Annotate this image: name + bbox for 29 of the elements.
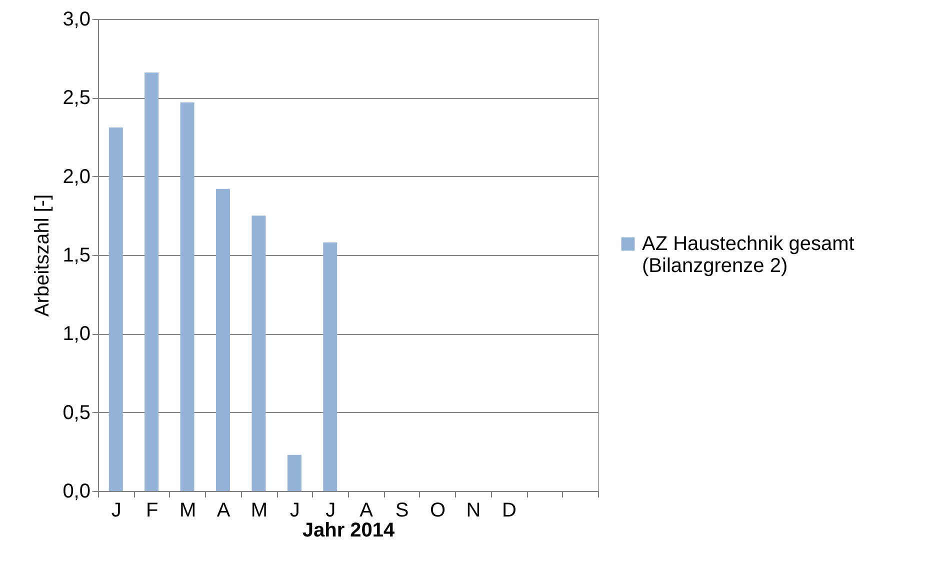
- x-tick-label: A: [360, 500, 374, 522]
- y-tick-label: 0,0: [62, 480, 90, 502]
- x-tick-label: D: [502, 500, 516, 522]
- x-tick-label: J: [290, 500, 300, 522]
- x-tick-label: F: [146, 500, 158, 522]
- bar: [180, 102, 194, 491]
- y-tick-label: 1,0: [62, 323, 90, 346]
- x-tick-label: J: [111, 500, 122, 522]
- bar: [144, 72, 159, 491]
- x-tick-label: M: [179, 500, 196, 522]
- bar: [323, 242, 338, 491]
- y-tick-label: 2,5: [62, 87, 90, 110]
- bar: [216, 188, 230, 491]
- bar: [252, 216, 266, 491]
- x-tick-label: N: [466, 500, 481, 522]
- x-tick-label: A: [216, 500, 231, 522]
- bar: [287, 454, 302, 491]
- y-tick-label: 1,5: [62, 244, 90, 266]
- bar: [108, 128, 123, 491]
- x-tick-label: M: [250, 500, 268, 522]
- y-tick-label: 2,0: [62, 166, 90, 188]
- x-tick-label: S: [395, 500, 409, 522]
- y-tick-label: 3,0: [62, 8, 90, 30]
- x-tick-label: O: [430, 500, 446, 522]
- y-tick-label: 0,5: [62, 402, 90, 424]
- y-axis-title: Arbeitszahl [-]: [32, 194, 54, 317]
- x-tick-label: J: [326, 500, 336, 522]
- legend-label: AZ Haustechnik gesamt (Bilanzgrenze 2): [642, 233, 855, 277]
- x-axis-title: Jahr 2014: [302, 520, 396, 542]
